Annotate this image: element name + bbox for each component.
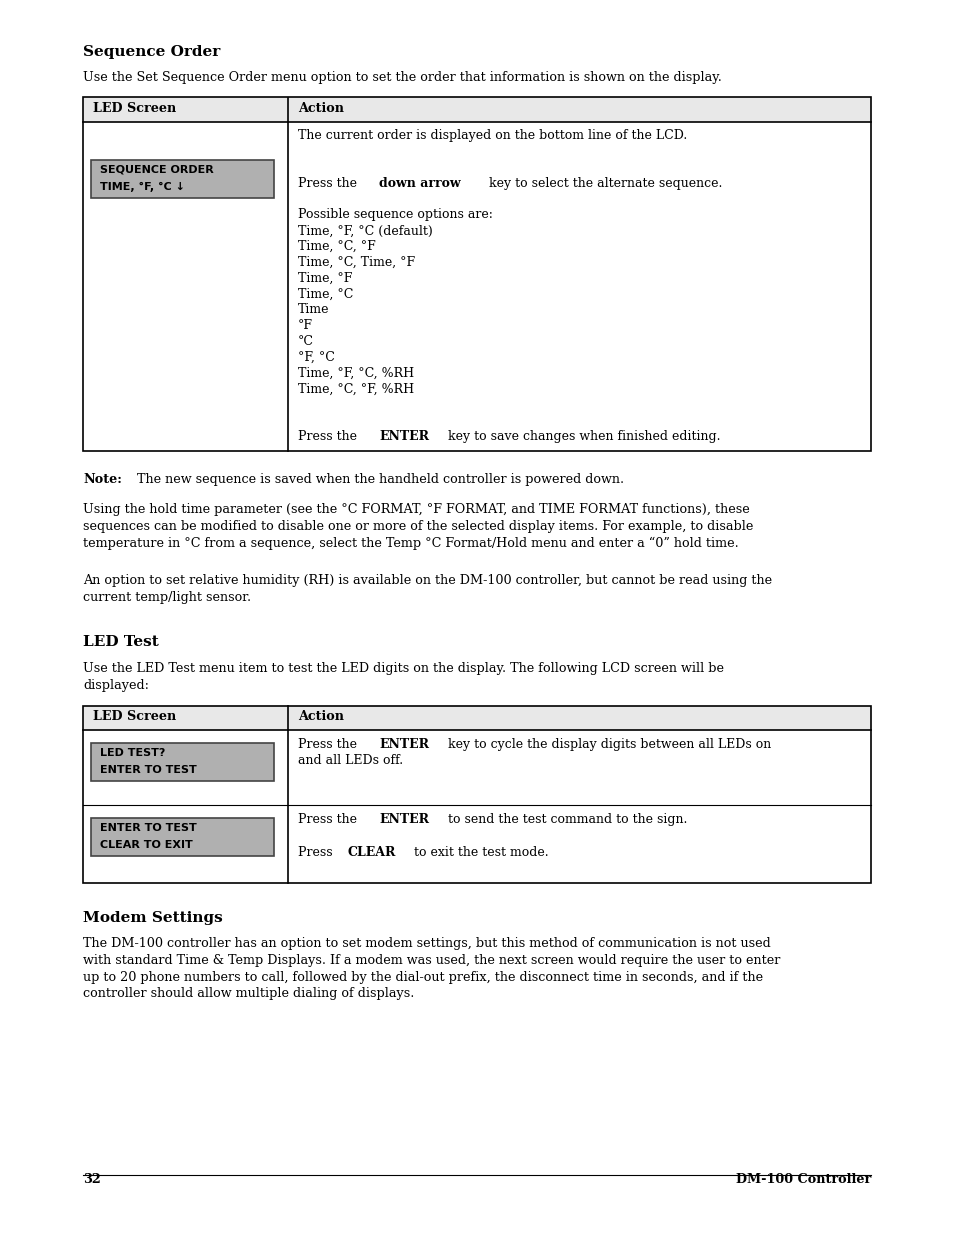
- Text: Possible sequence options are:: Possible sequence options are:: [297, 209, 493, 221]
- Text: Action: Action: [297, 710, 344, 724]
- Text: LED Screen: LED Screen: [92, 710, 176, 724]
- Text: key to select the alternate sequence.: key to select the alternate sequence.: [484, 177, 721, 190]
- Text: Use the LED Test menu item to test the LED digits on the display. The following : Use the LED Test menu item to test the L…: [83, 662, 723, 676]
- Text: The new sequence is saved when the handheld controller is powered down.: The new sequence is saved when the handh…: [133, 473, 623, 487]
- Text: °F, °C: °F, °C: [297, 351, 335, 363]
- Text: displayed:: displayed:: [83, 679, 149, 692]
- Text: Action: Action: [297, 103, 344, 115]
- Text: Time, °F: Time, °F: [297, 272, 352, 285]
- Text: Press the: Press the: [297, 177, 360, 190]
- Bar: [83, 705, 870, 883]
- Text: DM-100 Controller: DM-100 Controller: [735, 1173, 870, 1186]
- Bar: [91, 159, 274, 198]
- Text: °C: °C: [297, 335, 314, 348]
- Text: with standard Time & Temp Displays. If a modem was used, the next screen would r: with standard Time & Temp Displays. If a…: [83, 953, 780, 967]
- Text: Time: Time: [297, 304, 329, 316]
- Text: Using the hold time parameter (see the °C FORMAT, °F FORMAT, and TIME FORMAT fun: Using the hold time parameter (see the °…: [83, 504, 749, 516]
- Bar: [83, 705, 870, 730]
- Text: Time, °C, °F: Time, °C, °F: [297, 240, 375, 253]
- Text: LED Screen: LED Screen: [92, 103, 176, 115]
- Text: ENTER TO TEST: ENTER TO TEST: [100, 823, 196, 832]
- Text: sequences can be modified to disable one or more of the selected display items. : sequences can be modified to disable one…: [83, 520, 753, 534]
- Text: Time, °F, °C, %RH: Time, °F, °C, %RH: [297, 367, 414, 379]
- Text: Press: Press: [297, 846, 336, 860]
- Text: key to cycle the display digits between all LEDs on: key to cycle the display digits between …: [443, 737, 770, 751]
- Text: Use the Set Sequence Order menu option to set the order that information is show: Use the Set Sequence Order menu option t…: [83, 72, 721, 84]
- Text: Press the: Press the: [297, 430, 360, 442]
- Text: ENTER TO TEST: ENTER TO TEST: [100, 764, 196, 774]
- Text: key to save changes when finished editing.: key to save changes when finished editin…: [443, 430, 720, 442]
- Text: Sequence Order: Sequence Order: [83, 44, 220, 59]
- Text: controller should allow multiple dialing of displays.: controller should allow multiple dialing…: [83, 988, 414, 1000]
- Text: ENTER: ENTER: [379, 813, 429, 826]
- Text: Modem Settings: Modem Settings: [83, 910, 222, 925]
- Text: Time, °C: Time, °C: [297, 288, 353, 300]
- Bar: [83, 98, 870, 452]
- Text: CLEAR: CLEAR: [348, 846, 395, 860]
- Text: and all LEDs off.: and all LEDs off.: [297, 755, 403, 767]
- Text: TIME, °F, °C ↓: TIME, °F, °C ↓: [100, 182, 185, 191]
- Bar: [83, 98, 870, 121]
- Bar: [91, 742, 274, 781]
- Text: Time, °C, Time, °F: Time, °C, Time, °F: [297, 256, 415, 269]
- Text: Note:: Note:: [83, 473, 122, 487]
- Bar: [91, 818, 274, 856]
- Text: ENTER: ENTER: [379, 430, 429, 442]
- Text: °F: °F: [297, 319, 313, 332]
- Text: SEQUENCE ORDER: SEQUENCE ORDER: [100, 164, 213, 174]
- Text: Time, °F, °C (default): Time, °F, °C (default): [297, 225, 433, 237]
- Text: to exit the test mode.: to exit the test mode.: [410, 846, 548, 860]
- Text: to send the test command to the sign.: to send the test command to the sign.: [443, 813, 686, 826]
- Text: Time, °C, °F, %RH: Time, °C, °F, %RH: [297, 383, 414, 395]
- Text: LED TEST?: LED TEST?: [100, 747, 165, 757]
- Text: The DM-100 controller has an option to set modem settings, but this method of co: The DM-100 controller has an option to s…: [83, 937, 770, 950]
- Text: ENTER: ENTER: [379, 737, 429, 751]
- Text: 32: 32: [83, 1173, 101, 1186]
- Text: An option to set relative humidity (RH) is available on the DM-100 controller, b: An option to set relative humidity (RH) …: [83, 574, 771, 587]
- Text: Press the: Press the: [297, 813, 360, 826]
- Text: CLEAR TO EXIT: CLEAR TO EXIT: [100, 840, 193, 850]
- Text: temperature in °C from a sequence, select the Temp °C Format/Hold menu and enter: temperature in °C from a sequence, selec…: [83, 537, 738, 551]
- Text: down arrow: down arrow: [379, 177, 460, 190]
- Text: The current order is displayed on the bottom line of the LCD.: The current order is displayed on the bo…: [297, 130, 686, 142]
- Text: current temp/light sensor.: current temp/light sensor.: [83, 590, 251, 604]
- Text: LED Test: LED Test: [83, 636, 158, 650]
- Text: up to 20 phone numbers to call, followed by the dial-out prefix, the disconnect : up to 20 phone numbers to call, followed…: [83, 971, 762, 984]
- Text: Press the: Press the: [297, 737, 360, 751]
